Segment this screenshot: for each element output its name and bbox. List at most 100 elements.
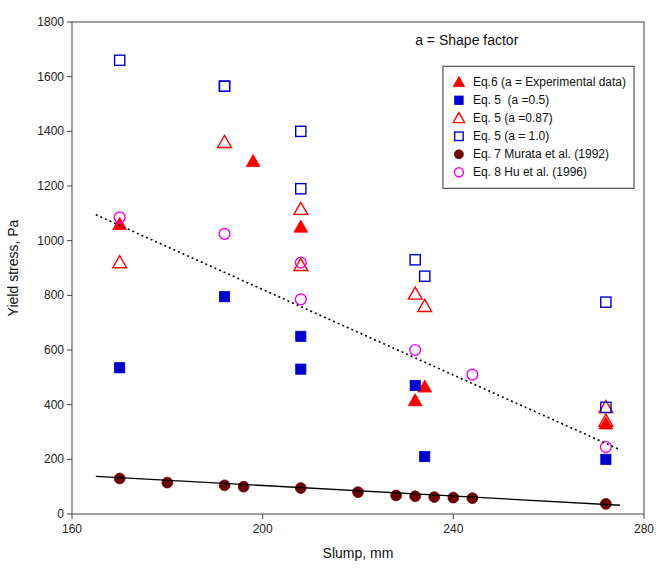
legend-label: Eq. 5 (a =0.87)	[473, 111, 553, 125]
legend-label: Eq.6 (a = Experimental data)	[473, 75, 626, 89]
axes: 160 200 240 280 0 200 400 600 800 1000 1200 1400 160…	[37, 15, 654, 536]
series-6	[114, 212, 611, 452]
point	[219, 480, 230, 491]
x-tick	[262, 514, 263, 519]
point	[600, 442, 611, 453]
legend-symbol	[454, 168, 463, 177]
point	[296, 126, 306, 136]
point	[246, 155, 260, 167]
point	[295, 294, 306, 305]
annotation: a = Shape factor	[415, 32, 518, 48]
legend-label: Eq. 8 Hu et al. (1996)	[473, 165, 587, 179]
y-tick	[67, 186, 72, 187]
point	[599, 414, 613, 426]
y-tick	[67, 295, 72, 296]
point	[115, 363, 125, 373]
point	[601, 297, 611, 307]
series-1	[115, 292, 611, 465]
point	[408, 394, 422, 406]
y-tick	[67, 22, 72, 23]
series-5	[96, 476, 620, 505]
point	[294, 220, 308, 232]
point	[218, 135, 232, 147]
marks	[96, 55, 620, 509]
point	[219, 292, 229, 302]
legend-box	[443, 66, 634, 188]
point	[391, 490, 402, 501]
point	[410, 255, 420, 265]
legend-symbol	[455, 96, 464, 105]
point	[467, 493, 478, 504]
y-tick	[67, 131, 72, 132]
series-2	[113, 135, 613, 426]
point	[162, 477, 173, 488]
y-tick-label: 600	[44, 343, 64, 357]
x-tick-label: 200	[253, 522, 273, 536]
legend-label: Eq. 7 Murata et al. (1992)	[473, 147, 609, 161]
point	[295, 257, 306, 268]
y-tick	[67, 459, 72, 460]
line	[96, 215, 620, 450]
y-tick	[67, 76, 72, 77]
point	[294, 202, 308, 214]
point	[238, 481, 249, 492]
point	[410, 345, 421, 356]
y-tick-label: 1400	[37, 124, 64, 138]
x-tick	[72, 514, 73, 519]
point	[114, 473, 125, 484]
x-tick	[644, 514, 645, 519]
point	[219, 228, 230, 239]
legend-label: Eq. 5 (a = 1.0)	[473, 129, 549, 143]
point	[114, 212, 125, 223]
y-tick-label: 1800	[37, 15, 64, 29]
point	[420, 452, 430, 462]
y-tick-label: 0	[57, 507, 64, 521]
y-tick-label: 200	[44, 452, 64, 466]
point	[599, 401, 613, 413]
page: {"chart_data": { "type": "scatter", "xla…	[0, 0, 666, 572]
y-tick	[67, 240, 72, 241]
point	[115, 55, 125, 65]
point	[429, 492, 440, 503]
y-tick-label: 800	[44, 288, 64, 302]
legend: Eq.6 (a = Experimental data) Eq. 5 (a =0.…	[443, 66, 634, 188]
legend-symbol	[454, 150, 463, 159]
series-0	[113, 155, 613, 429]
point	[113, 256, 127, 268]
point	[353, 487, 364, 498]
point	[219, 81, 229, 91]
point	[601, 402, 611, 412]
legend-label: Eq. 5 (a =0.5)	[473, 93, 549, 107]
x-tick-label: 160	[62, 522, 82, 536]
point	[467, 369, 478, 380]
x-tick-label: 280	[634, 522, 654, 536]
point	[410, 491, 421, 502]
line	[96, 476, 620, 505]
x-tick	[453, 514, 454, 519]
point	[420, 271, 430, 281]
x-tick-label: 240	[443, 522, 463, 536]
y-tick	[67, 350, 72, 351]
point	[296, 364, 306, 374]
point	[418, 299, 432, 311]
x-axis-label: Slump, mm	[323, 545, 394, 561]
point	[296, 331, 306, 341]
point	[296, 184, 306, 194]
y-tick-label: 1600	[37, 70, 64, 84]
point	[448, 492, 459, 503]
series-7	[96, 215, 620, 450]
point	[601, 454, 611, 464]
y-tick-label: 1200	[37, 179, 64, 193]
legend-symbol	[455, 132, 464, 141]
legend-symbol	[453, 77, 465, 87]
legend-symbol	[453, 113, 465, 123]
y-axis-label: Yield stress, Pa	[5, 219, 21, 316]
y-tick-label: 400	[44, 398, 64, 412]
y-tick-label: 1000	[37, 234, 64, 248]
y-tick	[67, 514, 72, 515]
chart: 160 200 240 280 0 200 400 600 800 1000 1200 1400 160…	[0, 0, 666, 572]
point	[219, 81, 229, 91]
y-tick	[67, 404, 72, 405]
point	[410, 380, 420, 390]
plot-frame	[72, 22, 644, 514]
